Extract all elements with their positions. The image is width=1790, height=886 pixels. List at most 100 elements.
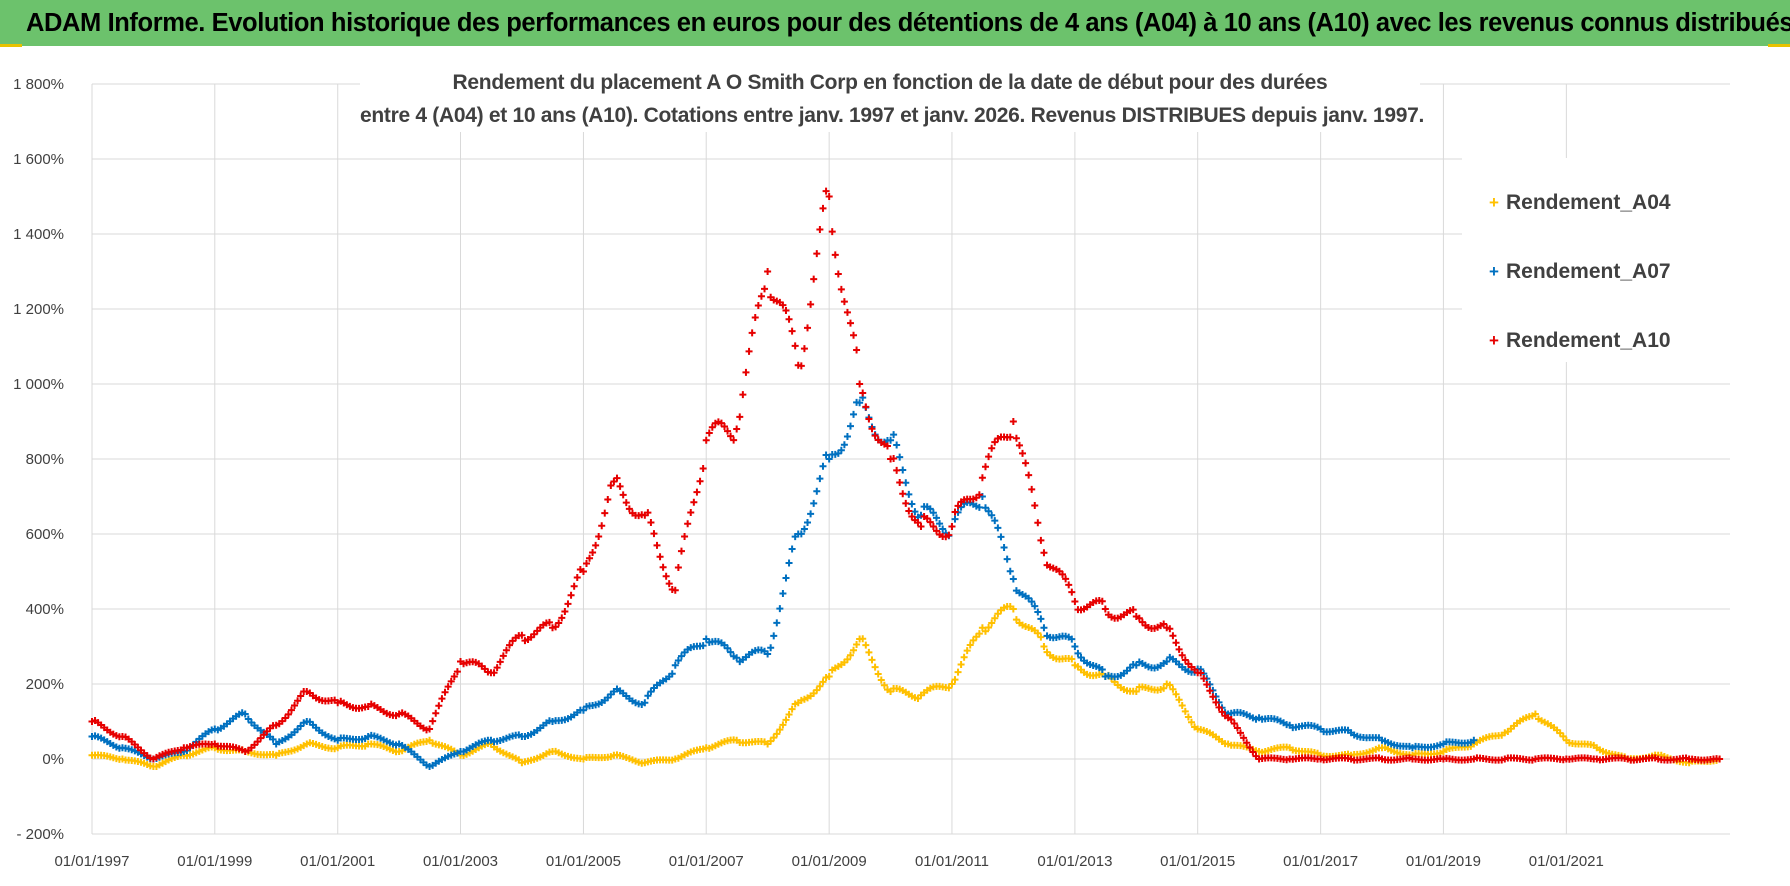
point-Rendement_A10: [1243, 739, 1251, 747]
point-Rendement_A04: [785, 710, 793, 718]
point-Rendement_A10: [828, 228, 836, 236]
point-Rendement_A10: [432, 709, 440, 717]
point-Rendement_A04: [969, 636, 977, 644]
point-Rendement_A10: [708, 423, 716, 431]
legend-item-a10: + Rendement_A10: [1488, 326, 1671, 356]
point-Rendement_A04: [1187, 718, 1195, 726]
point-Rendement_A10: [859, 389, 867, 397]
point-Rendement_A04: [843, 655, 851, 663]
point-Rendement_A07: [837, 446, 845, 454]
point-Rendement_A10: [846, 319, 854, 327]
point-Rendement_A04: [1169, 685, 1177, 693]
point-Rendement_A10: [1160, 620, 1168, 628]
point-Rendement_A10: [622, 499, 630, 507]
point-Rendement_A07: [1068, 635, 1076, 643]
point-Rendement_A07: [936, 520, 944, 528]
y-axis-tick-labels: - 200% 0% 200% 400% 600% 800% 1 000% 1 200% 1 40…: [13, 76, 64, 843]
point-Rendement_A10: [1230, 720, 1238, 728]
point-Rendement_A04: [782, 716, 790, 724]
x-tick-label: 01/01/2017: [1283, 853, 1358, 870]
point-Rendement_A10: [923, 515, 931, 523]
point-Rendement_A10: [754, 301, 762, 309]
point-Rendement_A07: [813, 487, 821, 495]
x-tick-label: 01/01/2003: [423, 853, 498, 870]
y-tick-label: 1 800%: [13, 76, 64, 93]
point-Rendement_A07: [1028, 598, 1036, 606]
point-Rendement_A10: [862, 403, 870, 411]
point-Rendement_A10: [856, 380, 864, 388]
point-Rendement_A10: [896, 478, 904, 486]
point-Rendement_A10: [985, 453, 993, 461]
point-Rendement_A04: [957, 661, 965, 669]
point-Rendement_A04: [846, 651, 854, 659]
point-Rendement_A07: [911, 508, 919, 516]
point-Rendement_A07: [724, 644, 732, 652]
point-Rendement_A04: [1178, 702, 1186, 710]
point-Rendement_A10: [677, 547, 685, 555]
point-Rendement_A10: [1716, 755, 1724, 763]
series-Rendement_A10: [88, 187, 1724, 764]
point-Rendement_A10: [444, 683, 452, 691]
point-Rendement_A07: [926, 505, 934, 513]
point-Rendement_A04: [1037, 633, 1045, 641]
y-tick-label: 1 000%: [13, 376, 64, 393]
x-tick-label: 01/01/2009: [792, 853, 867, 870]
point-Rendement_A10: [865, 415, 873, 423]
point-Rendement_A10: [586, 554, 594, 562]
point-Rendement_A04: [779, 721, 787, 729]
point-Rendement_A07: [1031, 602, 1039, 610]
point-Rendement_A10: [843, 308, 851, 316]
point-Rendement_A07: [800, 525, 808, 533]
point-Rendement_A04: [767, 737, 775, 745]
point-Rendement_A10: [1237, 729, 1244, 737]
point-Rendement_A07: [797, 530, 805, 538]
point-Rendement_A10: [978, 474, 986, 482]
point-Rendement_A10: [564, 600, 572, 608]
point-Rendement_A10: [954, 502, 962, 510]
point-Rendement_A10: [850, 331, 858, 339]
point-Rendement_A07: [677, 652, 685, 660]
point-Rendement_A10: [764, 268, 772, 275]
point-Rendement_A07: [856, 399, 864, 407]
point-Rendement_A04: [985, 623, 993, 631]
y-tick-label: 1 600%: [13, 151, 64, 168]
point-Rendement_A04: [988, 619, 996, 627]
point-Rendement_A07: [822, 451, 830, 459]
point-Rendement_A10: [782, 306, 790, 314]
point-Rendement_A10: [1240, 734, 1248, 742]
point-Rendement_A04: [966, 641, 974, 649]
point-Rendement_A10: [625, 505, 633, 513]
point-Rendement_A10: [1034, 519, 1042, 527]
point-Rendement_A10: [905, 507, 913, 515]
data-points: [88, 187, 1724, 771]
point-Rendement_A10: [1249, 748, 1257, 756]
point-Rendement_A10: [656, 553, 664, 561]
point-Rendement_A10: [1040, 549, 1048, 557]
chart-title-line-2: entre 4 (A04) et 10 ans (A10). Cotations…: [360, 104, 1425, 127]
point-Rendement_A04: [850, 646, 858, 654]
point-Rendement_A10: [604, 495, 612, 503]
point-Rendement_A10: [1022, 459, 1030, 467]
point-Rendement_A10: [757, 292, 765, 300]
point-Rendement_A10: [1037, 536, 1045, 544]
point-Rendement_A10: [1028, 485, 1036, 493]
y-tick-label: 1 200%: [13, 301, 64, 318]
point-Rendement_A10: [1227, 716, 1235, 724]
point-Rendement_A07: [699, 642, 707, 650]
point-Rendement_A04: [981, 627, 989, 635]
point-Rendement_A10: [545, 618, 553, 626]
point-Rendement_A10: [647, 518, 655, 526]
legend-item-a04: + Rendement_A04: [1488, 188, 1671, 218]
point-Rendement_A07: [810, 499, 818, 507]
point-Rendement_A07: [840, 441, 848, 449]
point-Rendement_A10: [932, 527, 940, 535]
point-Rendement_A10: [493, 664, 501, 672]
point-Rendement_A07: [788, 545, 796, 553]
point-Rendement_A10: [1203, 681, 1211, 689]
point-Rendement_A10: [650, 530, 658, 538]
legend-label-a04: Rendement_A04: [1506, 191, 1671, 214]
series-Rendement_A07: [88, 394, 1478, 770]
point-Rendement_A10: [761, 285, 769, 293]
point-Rendement_A10: [447, 677, 455, 685]
x-axis-tick-labels: 01/01/1997 01/01/1999 01/01/2001 01/01/2003…: [54, 853, 1603, 870]
